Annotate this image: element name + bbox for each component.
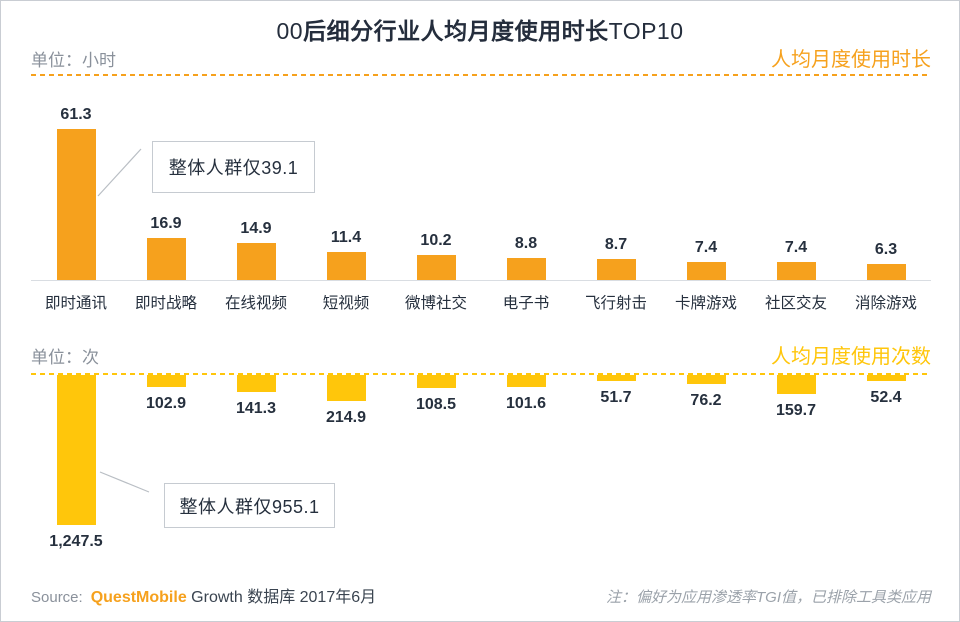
bar-column: 51.7 (571, 375, 661, 407)
bar (56, 375, 96, 525)
bar-column: 16.9 (121, 76, 211, 280)
bar-value-label: 141.3 (235, 400, 277, 417)
source-line: Source: QuestMobile Growth 数据库 2017年6月 (31, 583, 376, 607)
bar-value-label: 76.2 (690, 392, 722, 409)
bar-value-label: 101.6 (505, 395, 547, 412)
bar-column: 141.3 (211, 375, 301, 418)
bar-column: 1,247.5 (31, 375, 121, 551)
bar-value-label: 61.3 (60, 106, 92, 123)
bar (146, 375, 186, 387)
page-title: 00后细分行业人均月度使用时长TOP10 (1, 1, 959, 47)
bar (236, 375, 276, 392)
category-label: 即时通讯 (44, 294, 107, 312)
category-label: 短视频 (322, 294, 370, 312)
bar-column: 76.2 (661, 375, 751, 410)
bar (686, 375, 726, 384)
bar-column: 6.3 (841, 76, 931, 280)
bar (236, 243, 276, 280)
category-label: 电子书 (502, 294, 550, 312)
bar (146, 238, 186, 280)
top-unit-label: 单位：小时 (31, 51, 116, 70)
bar-value-label: 10.2 (420, 232, 452, 249)
bar (506, 258, 546, 280)
bar (686, 262, 726, 280)
bar-column: 7.4 (751, 76, 841, 280)
category-label: 微博社交 (404, 294, 467, 312)
footnote: 注：偏好为应用渗透率TGI值，已排除工具类应用 (606, 589, 931, 606)
category-label: 飞行射击 (584, 294, 647, 312)
bar-value-label: 16.9 (150, 215, 182, 232)
top-dashed-rule (31, 74, 931, 76)
bar (416, 255, 456, 280)
bottom-unit-label: 单位：次 (31, 348, 99, 367)
bar (326, 252, 366, 280)
bar-column: 61.3 (31, 76, 121, 280)
bar-column: 8.7 (571, 76, 661, 280)
usage-hours-bar-chart: 整体人群仅39.1 61.3 16.9 14.9 11.4 10.2 8.8 8.7 7.4 7… (31, 76, 931, 281)
top-series-label: 人均月度使用时长 (771, 49, 931, 71)
bar (776, 375, 816, 394)
bar (56, 129, 96, 280)
category-label: 社区交友 (764, 294, 827, 312)
category-label: 在线视频 (224, 294, 287, 312)
top-callout-box: 整体人群仅39.1 (152, 141, 315, 193)
bar-value-label: 6.3 (874, 241, 898, 258)
bar-value-label: 108.5 (415, 396, 457, 413)
usage-count-bar-chart: 整体人群仅955.1 1,247.5 102.9 141.3 214.9 108.5 10… (31, 375, 931, 558)
bar (506, 375, 546, 387)
bar-column: 10.2 (391, 76, 481, 280)
title-prefix: 00 (276, 18, 304, 44)
source-rest: Growth 数据库 2017年6月 (191, 589, 377, 606)
bar-column: 159.7 (751, 375, 841, 420)
bar-column: 108.5 (391, 375, 481, 414)
footer: Source: QuestMobile Growth 数据库 2017年6月 注：… (31, 583, 931, 607)
category-label: 卡牌游戏 (674, 294, 737, 312)
bar (416, 375, 456, 388)
title-main: 后细分行业人均月度使用时长 (303, 18, 609, 44)
bar-column: 8.8 (481, 76, 571, 280)
bar-column: 52.4 (841, 375, 931, 407)
bottom-callout-box: 整体人群仅955.1 (164, 483, 335, 528)
bar (866, 264, 906, 280)
bar (596, 375, 636, 381)
bar-column: 14.9 (211, 76, 301, 280)
bar-value-label: 14.9 (240, 220, 272, 237)
category-label: 即时战略 (134, 294, 197, 312)
bar-column: 214.9 (301, 375, 391, 427)
bar-value-label: 159.7 (775, 402, 817, 419)
bar-column: 101.6 (481, 375, 571, 413)
bar (776, 262, 816, 280)
bar-value-label: 7.4 (694, 239, 718, 256)
bar (866, 375, 906, 381)
bar-value-label: 52.4 (870, 389, 902, 406)
source-brand: QuestMobile (90, 589, 187, 606)
bar-value-label: 8.8 (514, 235, 538, 252)
bar-value-label: 8.7 (604, 236, 628, 253)
top-section-header: 单位：小时 人均月度使用时长 (31, 47, 931, 74)
bar-column: 11.4 (301, 76, 391, 280)
category-label: 消除游戏 (854, 294, 917, 312)
bar-value-label: 1,247.5 (49, 533, 103, 550)
bottom-section-header: 单位：次 人均月度使用次数 (31, 318, 931, 373)
bottom-dashed-rule (31, 373, 931, 375)
bar (326, 375, 366, 401)
title-suffix: TOP10 (608, 18, 684, 44)
bar-column: 102.9 (121, 375, 211, 413)
bottom-series-label: 人均月度使用次数 (771, 346, 931, 368)
bar (596, 259, 636, 280)
bar-value-label: 51.7 (600, 389, 632, 406)
bar-value-label: 11.4 (330, 229, 362, 246)
bar-value-label: 102.9 (145, 395, 187, 412)
bar-value-label: 214.9 (325, 409, 367, 426)
category-axis-labels: 即时通讯 即时战略 在线视频 短视频 微博社交 电子书 飞行射击 卡牌游戏 社区交友 消除游戏 (31, 281, 931, 318)
bar-value-label: 7.4 (784, 239, 808, 256)
source-label: Source: (31, 589, 83, 606)
bar-column: 7.4 (661, 76, 751, 280)
